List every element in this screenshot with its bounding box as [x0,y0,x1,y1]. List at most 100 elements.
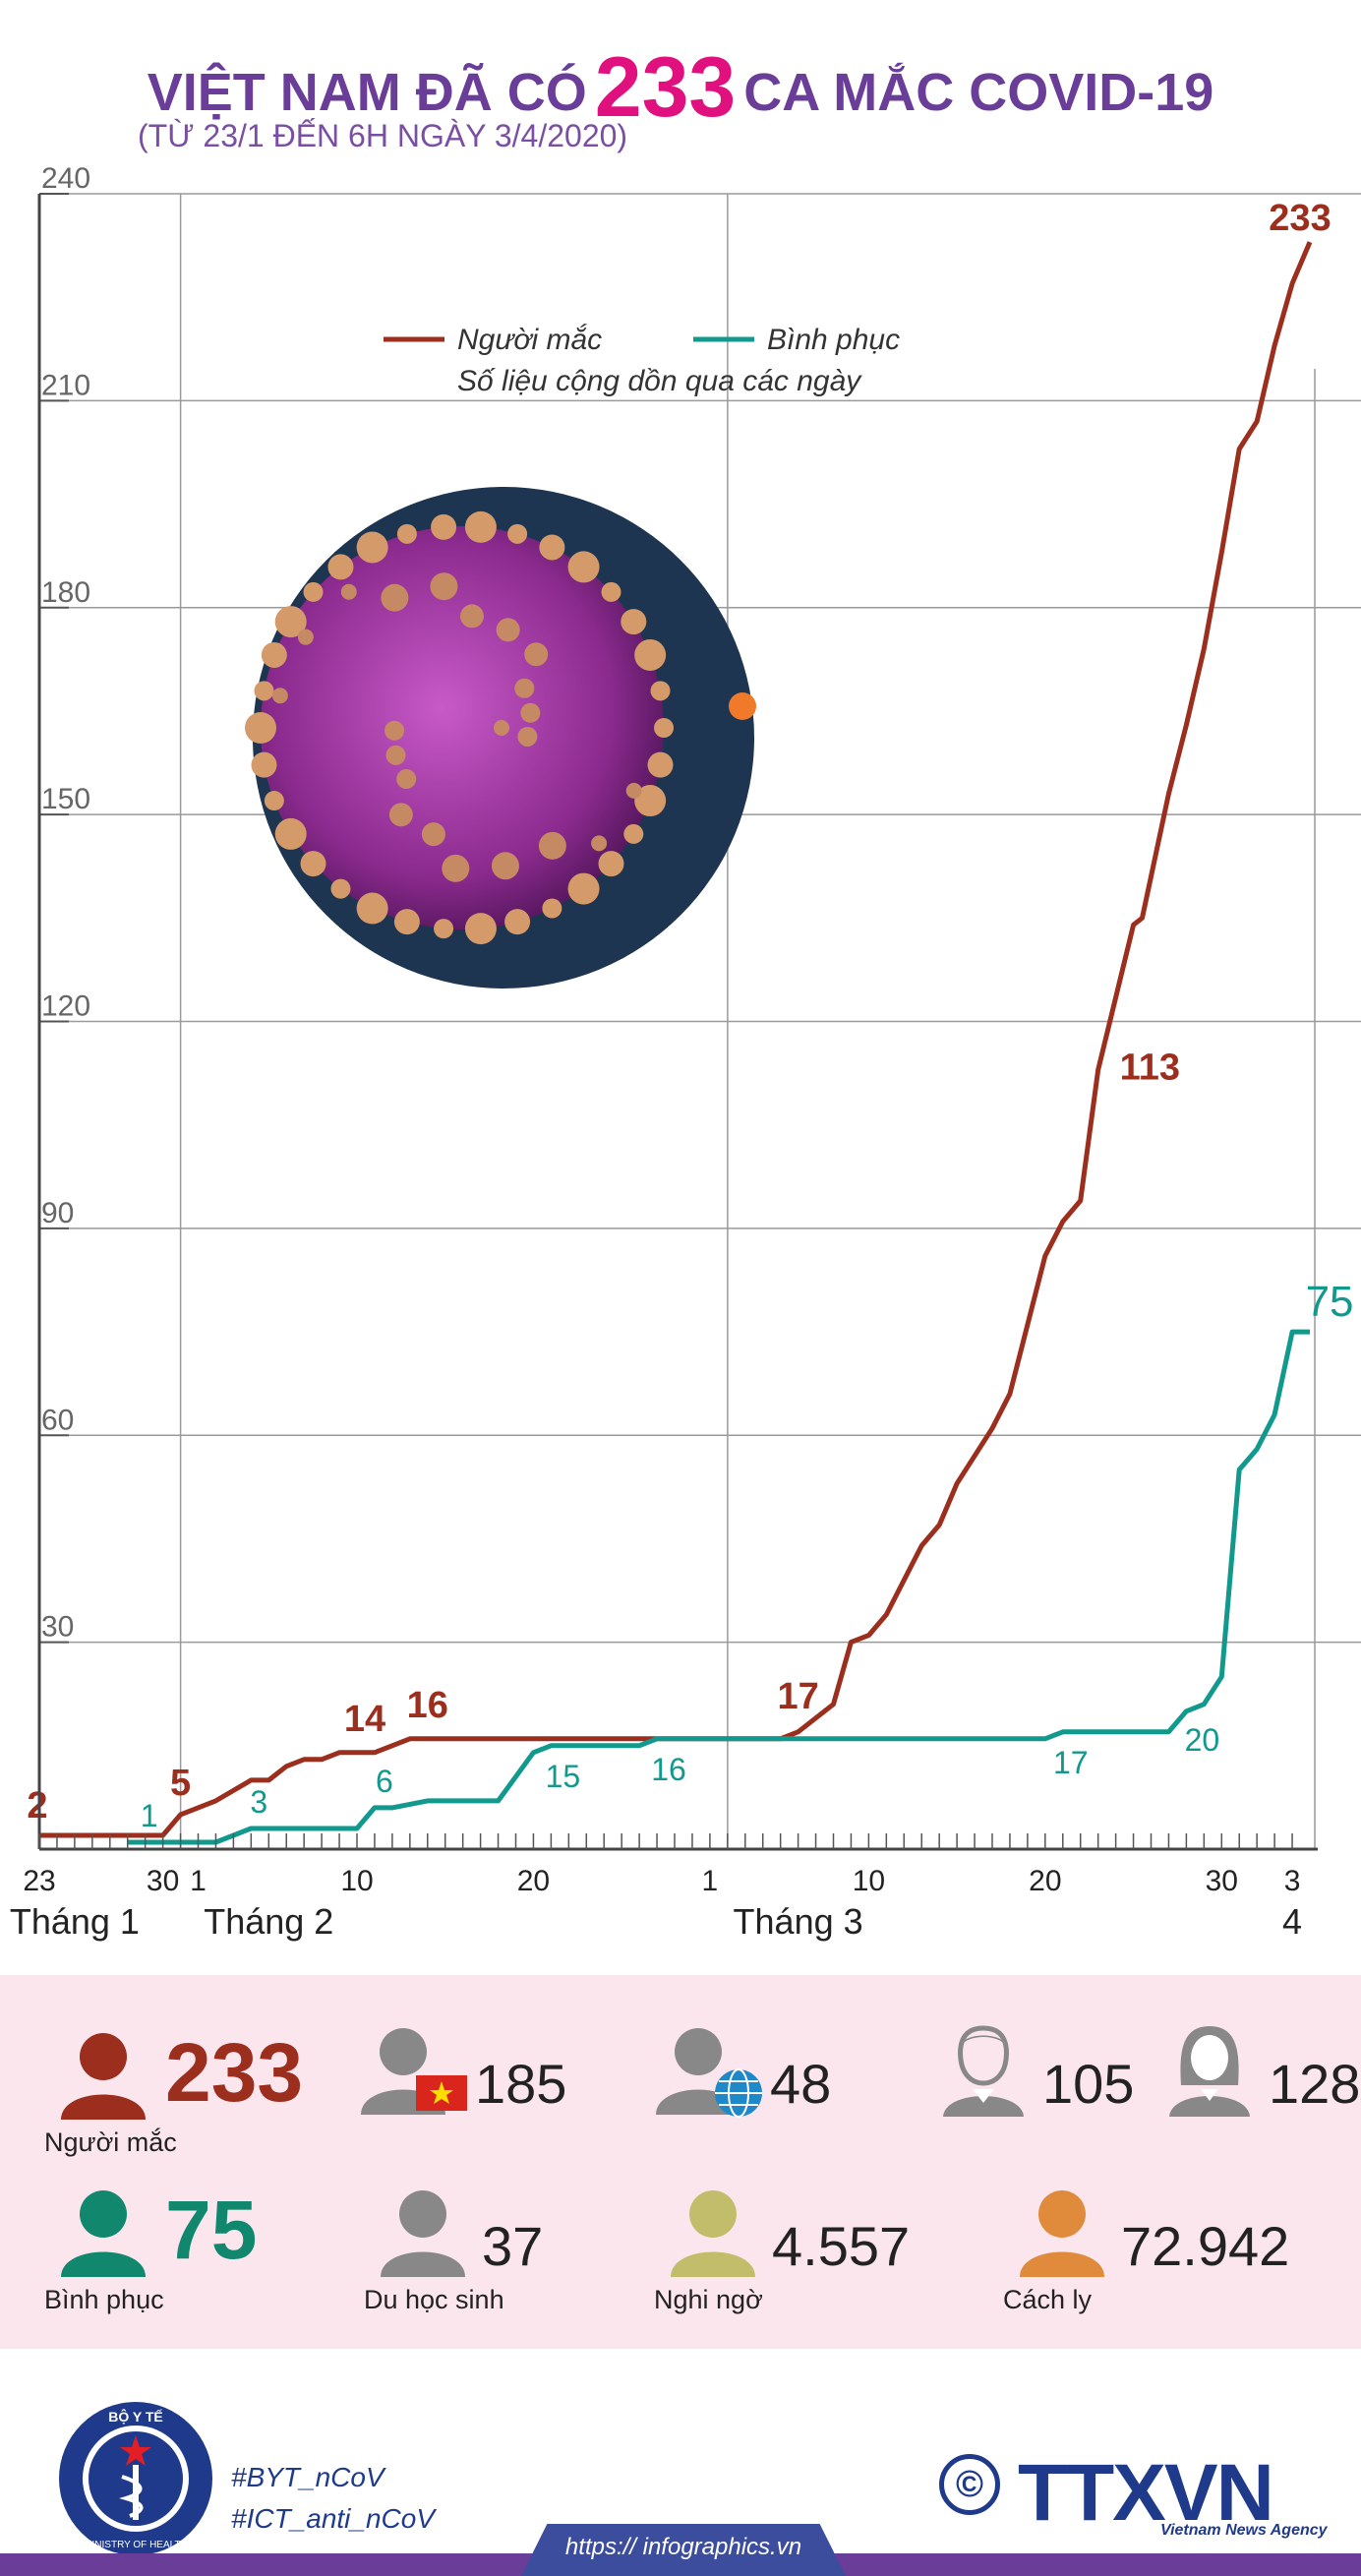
y-tick-label: 60 [41,1404,74,1436]
data-label-cases: 2 [27,1785,47,1827]
y-tick-label: 240 [41,162,90,195]
series-line-recovered [127,1329,1310,1845]
x-tick-label: 10 [340,1865,373,1897]
data-label-cases: 14 [344,1699,385,1740]
person-icon [379,2187,492,2286]
hashtags: #BYT_nCoV #ICT_anti_nCoV [231,2457,435,2540]
virus-spike [591,835,608,852]
virus-spike [396,523,417,544]
virus-spike [464,913,497,945]
male-icon [939,2024,1052,2124]
y-tick-label: 150 [41,783,90,815]
x-tick-label: 30 [147,1865,179,1897]
stat-value: 48 [770,2053,832,2115]
ministry-of-health-logo: BỘ Y TẾ MINISTRY OF HEALTH [59,2402,212,2555]
virus-spike [393,909,420,935]
virus-spike [254,681,274,701]
virus-spike [494,720,509,736]
x-tick-label: 30 [1206,1865,1238,1897]
stat-value: 185 [475,2053,567,2115]
source-url[interactable]: https:// infographics.vn [564,2534,802,2560]
stat-value: 75 [165,2184,258,2276]
title-number: 233 [594,40,737,135]
data-label-recovered: 3 [250,1784,267,1820]
chart-labels: 2 5 14 16 17 113 233 1 3 6 15 16 17 20 75 [27,198,1353,1833]
virus-spike [567,872,600,905]
stat-value: 105 [1042,2053,1135,2115]
virus-spike [567,551,600,583]
virus-spike [388,803,413,827]
virus-spike [271,688,288,704]
stat-caption: Bình phục [44,2285,164,2314]
y-tick-label: 180 [41,576,90,609]
virus-spike [634,638,667,671]
person-icon [59,2029,172,2128]
data-label-recovered: 6 [376,1764,393,1799]
person-globe-icon [654,2024,767,2124]
chart-grid [39,193,1361,1849]
virus-spike [396,769,417,790]
virus-spike [385,720,405,741]
virus-spike [442,854,470,882]
legend-label-cases: Người mắc [457,324,602,356]
stat-value: 4.557 [772,2215,911,2277]
copyright-icon: © [939,2454,1000,2515]
virus-spike [491,852,519,880]
logo-bottom-text: MINISTRY OF HEALTH [84,2540,188,2550]
virus-spike [517,726,538,747]
virus-spike [261,641,287,668]
virus-spike [634,785,667,817]
stat-caption: Người mắc [44,2127,177,2157]
virus-spike [539,534,565,561]
virus-spike [431,513,457,540]
virus-spike [356,892,388,925]
virus-spike [650,681,671,701]
virus-spike [303,581,324,602]
virus-spike [421,822,445,847]
virus-spike [623,823,644,844]
month-label: 4 [1282,1901,1302,1942]
x-tick-label: 20 [1029,1865,1061,1897]
virus-spike [504,909,531,935]
series-line-cases [39,241,1313,1838]
virus-spike [330,878,351,899]
data-label-cases: 17 [777,1676,818,1717]
x-tick-label: 23 [23,1865,55,1897]
month-label: Tháng 1 [10,1901,140,1942]
virus-spike [300,851,326,877]
hashtag-byt: #BYT_nCoV [231,2462,385,2492]
stat-value: 233 [165,2026,304,2119]
data-label-recovered: 17 [1053,1745,1089,1780]
person-vietnam-flag-icon [359,2024,472,2124]
logo-top-text: BỘ Y TẾ [108,2408,163,2425]
virus-spike [598,851,624,877]
url-tab [521,2524,846,2576]
virus-spike [621,609,647,635]
virus-illustration [245,487,756,988]
title-part1: VIỆT NAM ĐÃ CÓ [147,63,587,122]
virus-spike [381,583,409,612]
virus-spike [340,583,357,600]
virus-spike [654,718,674,738]
virus-spike [625,782,642,799]
virus-spike [520,702,541,723]
legend-note: Số liệu cộng dồn qua các ngày [457,365,862,397]
y-tick-label: 120 [41,990,90,1023]
virus-spike [245,712,276,744]
virus-spike [274,606,307,638]
person-icon [1018,2187,1131,2286]
virus-spike [385,745,406,765]
data-label-recovered: 75 [1306,1278,1354,1326]
data-label-cases: 233 [1269,198,1331,239]
data-label-cases: 5 [170,1763,191,1804]
stat-caption: Nghi ngờ [654,2285,763,2314]
virus-spike [514,678,535,698]
x-tick-label: 3 [1284,1865,1301,1897]
agency-logo-text: TTXVN [1018,2448,1274,2538]
title-part2: CA MẮC COVID-19 [743,63,1214,122]
virus-spike [507,523,528,544]
stat-value: 37 [482,2215,544,2277]
virus-spike [538,831,566,860]
x-tick-label: 1 [702,1865,719,1897]
